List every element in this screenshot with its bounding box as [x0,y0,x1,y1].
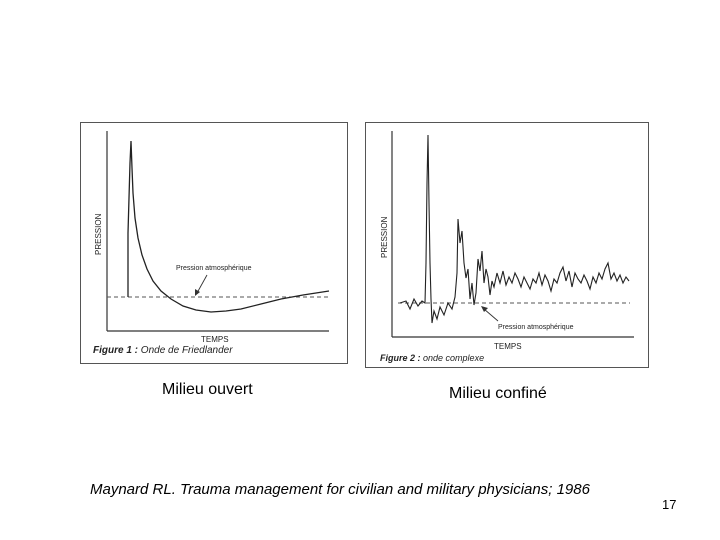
fig2-caption: Figure 2 : onde complexe [380,353,484,363]
fig1-y-label: PRESSION [94,213,103,255]
citation: Maynard RL. Trauma management for civili… [90,481,590,498]
fig1-annotation: Pression atmosphérique [176,265,252,272]
fig1-caption: Figure 1 : Onde de Friedlander [93,345,233,356]
figure-1-friedlander-wave: PRESSION TEMPS Pression atmosphérique Fi… [80,122,348,364]
page-number: 17 [662,497,677,512]
fig2-caption-text: onde complexe [423,353,485,363]
fig2-x-label: TEMPS [494,342,522,351]
fig1-annotation-arrow [196,274,208,294]
figure-1-plot: PRESSION TEMPS Pression atmosphérique [94,131,330,344]
fig1-pressure-curve [127,140,330,313]
label-milieu-ouvert: Milieu ouvert [162,381,253,398]
fig1-arrowhead [195,289,200,296]
fig1-caption-text: Onde de Friedlander [140,345,233,356]
figure-2-complex-wave: PRESSION TEMPS Pression atmosphérique Fi… [365,122,649,368]
fig2-arrowhead [481,306,488,312]
fig2-caption-prefix: Figure 2 : [380,353,421,363]
fig2-annotation-arrow [483,308,499,322]
fig1-caption-prefix: Figure 1 : [93,345,139,356]
label-milieu-confine: Milieu confiné [449,385,547,402]
fig2-annotation: Pression atmosphérique [498,324,574,331]
fig1-x-label: TEMPS [201,335,229,344]
fig2-y-label: PRESSION [380,216,389,258]
figure-2-plot: PRESSION TEMPS Pression atmosphérique [380,131,634,351]
fig2-pressure-curve [399,134,630,324]
